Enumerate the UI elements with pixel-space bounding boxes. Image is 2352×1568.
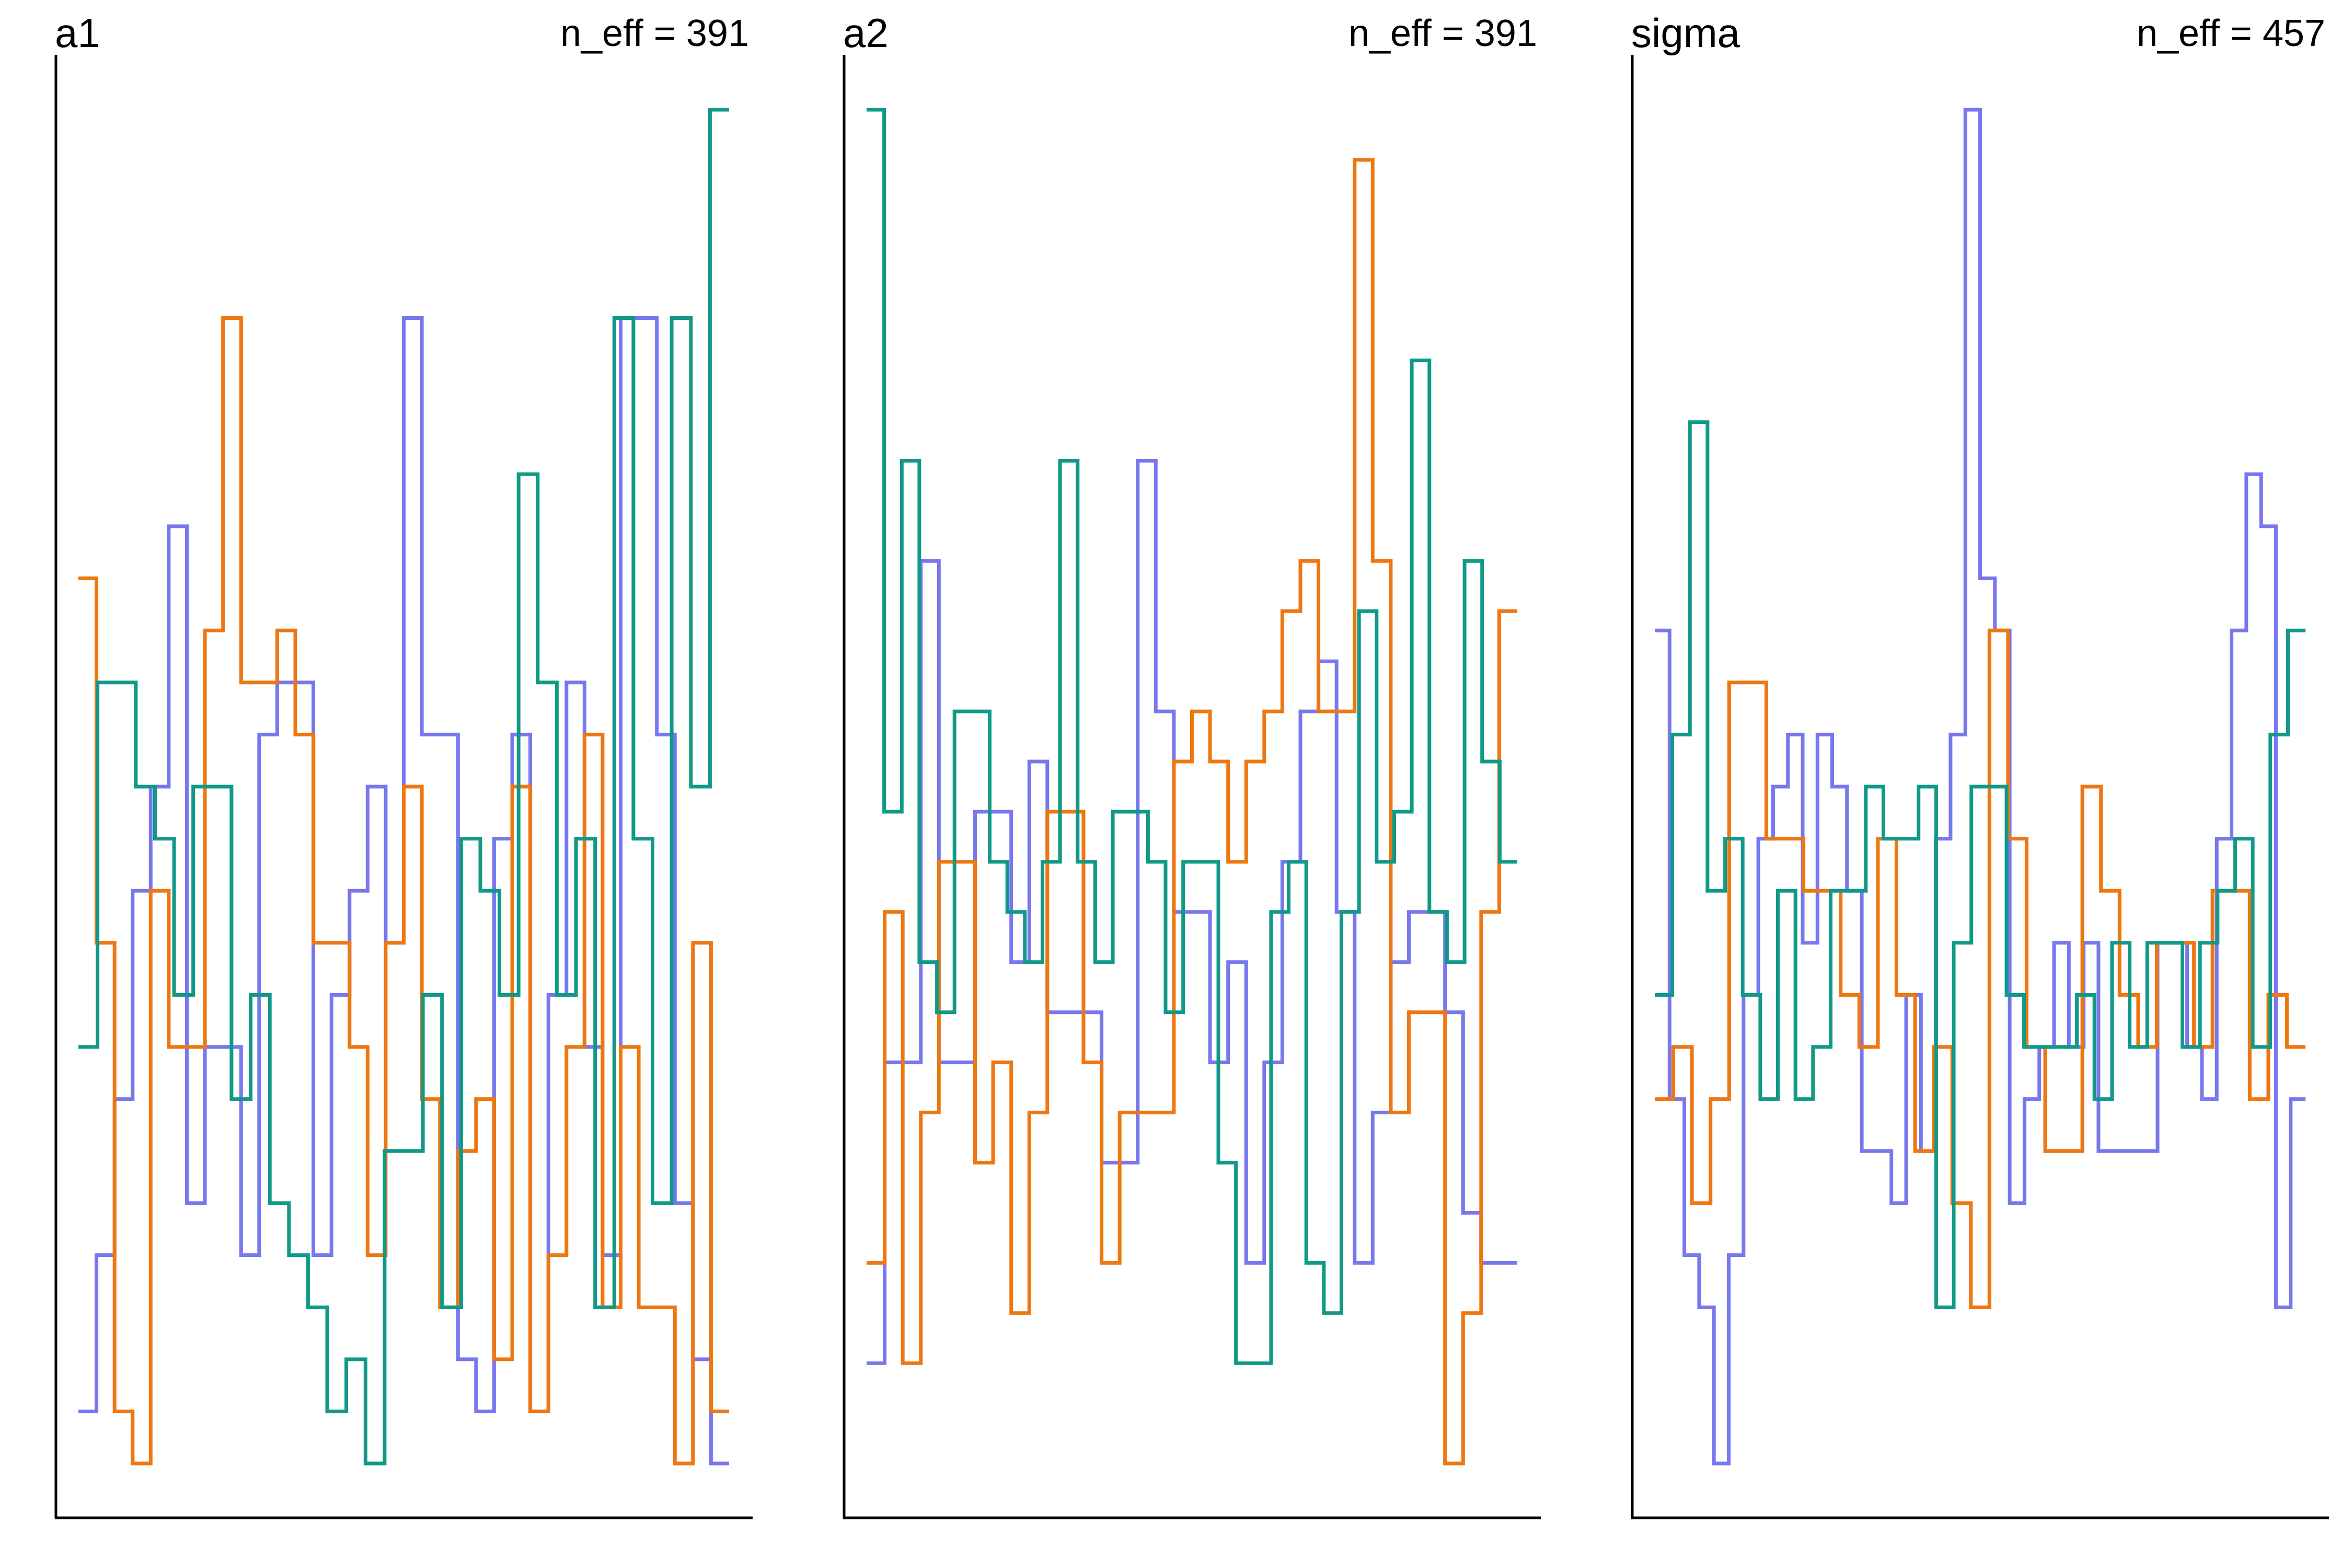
panel-a1-neff-label: n_eff = 391 [560, 13, 749, 54]
trace-a2-chain-1 [867, 459, 1517, 1365]
panel-a1-title: a1 [55, 10, 100, 56]
panel-a2-title: a2 [843, 10, 889, 56]
trace-a1-chain-2 [78, 316, 729, 1466]
trace-sigma-chain-3 [1655, 420, 2305, 1309]
trace-sigma-chain-2 [1655, 628, 2305, 1309]
panel-sigma: sigma n_eff = 457 [1631, 10, 2329, 1519]
trace-a1-chain-1 [78, 316, 729, 1466]
panel-a1: a1 n_eff = 391 [54, 10, 753, 1519]
panel-a2: a2 n_eff = 391 [843, 10, 1541, 1519]
trace-sigma-chain-1 [1655, 108, 2305, 1466]
trace-a1-chain-3 [78, 108, 729, 1466]
panel-sigma-traces [1655, 108, 2305, 1466]
panel-a1-traces [78, 108, 729, 1466]
panel-a2-traces [867, 108, 1517, 1466]
panel-a2-neff-label: n_eff = 391 [1348, 13, 1537, 54]
trace-a2-chain-3 [867, 108, 1517, 1365]
trace-a2-chain-2 [867, 158, 1517, 1466]
panel-sigma-title: sigma [1631, 10, 1740, 56]
panel-sigma-neff-label: n_eff = 457 [2137, 13, 2325, 54]
